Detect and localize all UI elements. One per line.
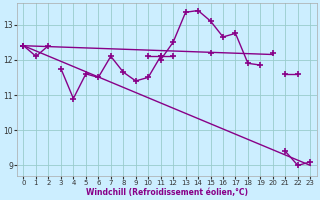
X-axis label: Windchill (Refroidissement éolien,°C): Windchill (Refroidissement éolien,°C) [86,188,248,197]
